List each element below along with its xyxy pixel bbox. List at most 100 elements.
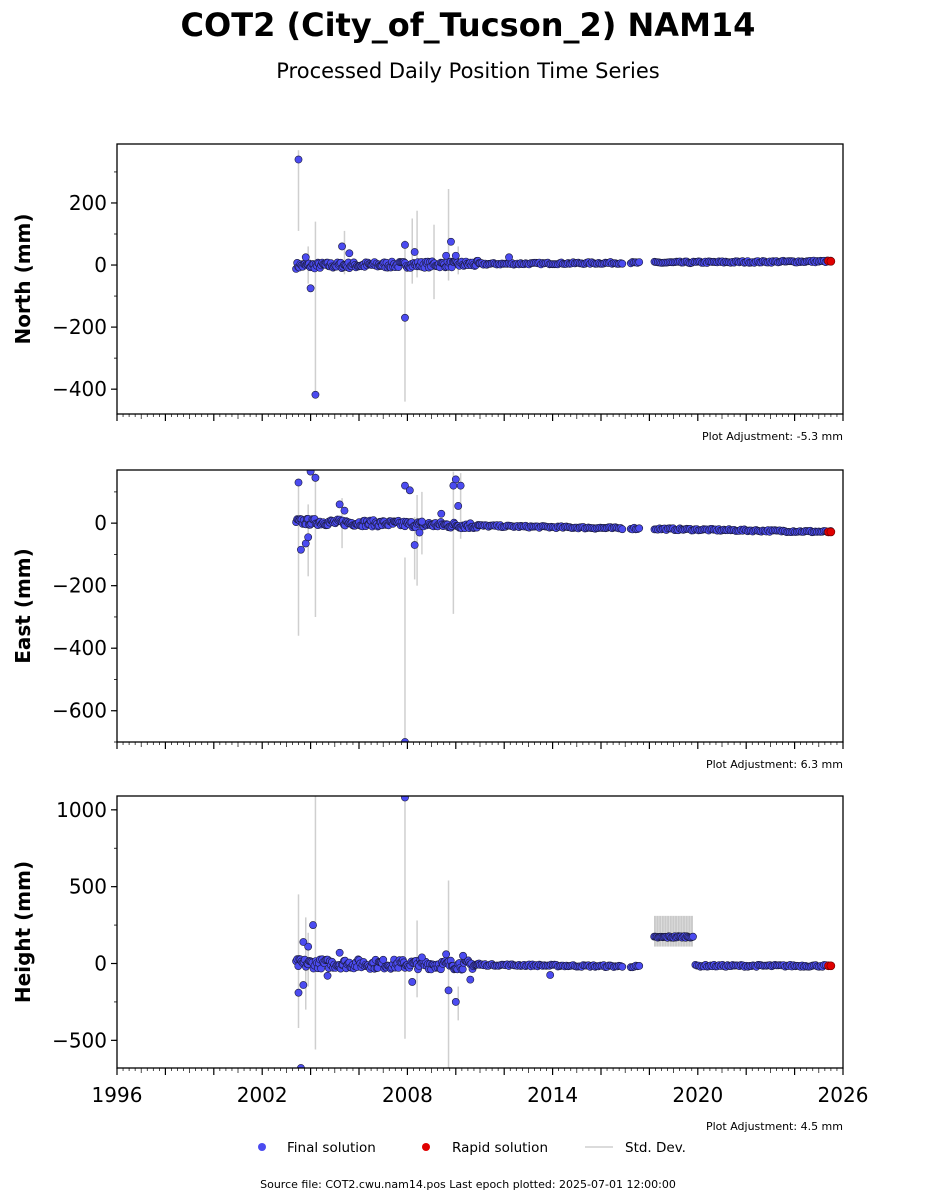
final-solution-point: [294, 478, 303, 487]
final-solution-point: [466, 975, 475, 984]
final-solution-point: [294, 155, 303, 164]
final-solution-point: [454, 502, 463, 510]
final-solution-point: [442, 950, 451, 959]
y-tick-label: −200: [52, 574, 107, 598]
final-solution-point: [311, 390, 320, 399]
final-solution-point: [635, 524, 644, 533]
rapid-solution-point: [826, 961, 836, 971]
legend-final-label: Final solution: [287, 1140, 376, 1156]
final-solution-point: [309, 921, 317, 929]
final-solution-point: [405, 486, 414, 495]
final-solution-point: [297, 1064, 305, 1068]
axes-frame-north: [116, 143, 844, 415]
final-solution-point: [299, 938, 308, 946]
y-tick-label: −600: [52, 699, 107, 723]
final-solution-point: [401, 481, 409, 490]
final-solution-point: [301, 253, 310, 262]
source-footer: Source file: COT2.cwu.nam14.pos Last epo…: [260, 1178, 676, 1191]
final-solution-point: [401, 738, 409, 742]
final-solution-point: [304, 533, 313, 542]
plot-area-north: [292, 150, 836, 402]
final-solution-point: [689, 932, 697, 941]
final-solution-point: [444, 986, 453, 995]
final-solution-point: [294, 988, 303, 997]
x-tick-label: 1996: [92, 1083, 143, 1107]
x-tick-label: 2002: [237, 1083, 288, 1107]
panel-east: 0 −200 −400 −600 East (mm) Plot Adjustment: 6…: [11, 469, 844, 771]
y-axis-label: North (mm): [11, 213, 35, 344]
y-tick-label: 0: [94, 952, 107, 976]
y-axis-label: East (mm): [11, 548, 35, 664]
plot-area-height: [292, 796, 836, 1068]
legend-rapid-marker: [422, 1143, 430, 1151]
final-solution-point: [306, 470, 315, 476]
final-solution-point: [401, 796, 409, 802]
final-solution-point: [345, 249, 354, 258]
final-solution-point: [635, 962, 644, 970]
panel-height: 1000 500 0 −500 1996 2002 2008 2014 2020 2026 Heig…: [11, 795, 869, 1133]
final-solution-point: [505, 253, 513, 262]
y-tick-label: −200: [52, 315, 107, 339]
legend-rapid-label: Rapid solution: [452, 1140, 548, 1156]
y-tick-label: −500: [52, 1028, 107, 1052]
rapid-solution-point: [826, 527, 836, 537]
final-solution-point: [447, 237, 455, 246]
final-solution-point: [618, 259, 627, 268]
final-solution-point: [338, 242, 346, 251]
final-solution-point: [297, 545, 305, 554]
final-solution-point: [299, 981, 308, 989]
axes-frame-east: [116, 469, 844, 743]
final-solution-point: [340, 506, 349, 515]
y-tick-label: 0: [94, 511, 107, 535]
y-tick-label: 500: [69, 875, 107, 899]
final-solution-point: [401, 240, 409, 249]
final-solution-point: [418, 517, 426, 526]
y-tick-label: 0: [94, 253, 107, 277]
final-solution-point: [335, 948, 344, 957]
final-solution-point: [458, 965, 467, 974]
final-solution-point: [451, 251, 460, 260]
final-solution-point: [442, 251, 451, 260]
final-solution-point: [306, 284, 315, 293]
final-solution-point: [408, 978, 417, 986]
final-solution-point: [618, 525, 627, 534]
final-solution-point: [401, 313, 409, 322]
y-tick-label: 1000: [56, 798, 107, 822]
x-tick-label: 2008: [382, 1083, 433, 1107]
chart-title: COT2 (City_of_Tucson_2) NAM14: [181, 6, 756, 44]
panel-north: 200 0 −200 −400 North (mm) Plot Adjustment: -…: [11, 143, 844, 443]
final-solution-point: [410, 248, 419, 256]
final-solution-point: [459, 951, 467, 960]
x-tick-label: 2014: [527, 1083, 578, 1107]
y-axis-label: Height (mm): [11, 861, 35, 1003]
chart-subtitle: Processed Daily Position Time Series: [276, 59, 660, 83]
final-solution-point: [323, 971, 332, 980]
final-solution-point: [415, 528, 424, 537]
x-tick-label: 2020: [672, 1083, 723, 1107]
final-solution-point: [379, 955, 388, 964]
rapid-solution-point: [826, 257, 836, 266]
y-tick-label: 200: [69, 191, 107, 215]
final-solution-point: [410, 541, 419, 549]
final-solution-point: [437, 509, 446, 518]
plot-area-east: [292, 470, 836, 742]
final-solution-point: [451, 475, 460, 484]
legend-final-marker: [258, 1143, 266, 1151]
legend-std-label: Std. Dev.: [625, 1140, 686, 1156]
final-solution-point: [304, 942, 313, 951]
final-solution-point: [546, 971, 555, 979]
panels: 200 0 −200 −400 North (mm) Plot Adjustment: -…: [11, 143, 869, 1133]
final-solution-point: [335, 500, 344, 509]
final-solution-point: [618, 962, 627, 971]
y-tick-label: −400: [52, 636, 107, 660]
y-tick-label: −400: [52, 377, 107, 401]
final-solution-point: [635, 258, 644, 266]
final-solution-point: [418, 953, 426, 962]
plot-adjustment: Plot Adjustment: 4.5 mm: [706, 1120, 843, 1133]
axes-frame-height: [116, 795, 844, 1069]
plot-adjustment: Plot Adjustment: 6.3 mm: [706, 758, 843, 771]
final-solution-point: [456, 481, 465, 490]
x-tick-label: 2026: [818, 1083, 869, 1107]
legend: Final solution Rapid solution Std. Dev.: [258, 1140, 686, 1156]
